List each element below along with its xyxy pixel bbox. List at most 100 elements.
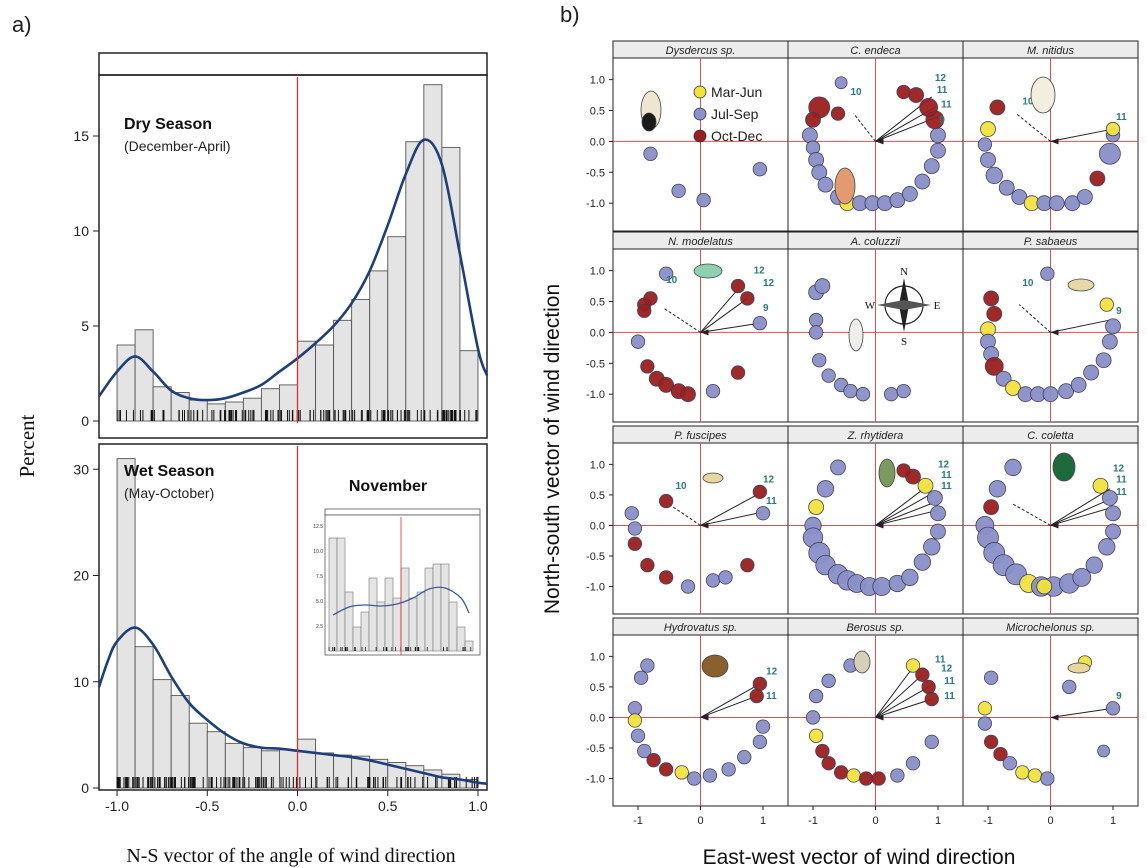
histogram-bar [206, 403, 226, 422]
compass-label: E [934, 300, 941, 312]
inset-bar [360, 611, 370, 652]
compass-label: W [865, 300, 876, 312]
data-point [640, 557, 655, 573]
data-point [921, 679, 936, 695]
data-point [984, 356, 1004, 376]
mean-vector-arrow [700, 511, 764, 526]
histogram-bar [405, 141, 425, 422]
y-axis-label: Percent [15, 414, 39, 477]
data-point [752, 676, 768, 692]
data-point [640, 658, 655, 673]
data-point [924, 734, 939, 750]
data-point [930, 523, 946, 540]
data-point [737, 749, 752, 765]
inset-bar [336, 537, 346, 652]
mean-vector-arrow [665, 501, 701, 526]
data-point [749, 688, 764, 704]
histogram-bar [387, 236, 407, 422]
data-point [901, 568, 919, 587]
legend-label: Mar-Jun [711, 84, 762, 100]
data-point [1085, 556, 1103, 574]
data-point [814, 278, 831, 294]
data-point [815, 743, 830, 759]
compass-label: N [900, 266, 908, 278]
month-label: 12 [1113, 464, 1125, 475]
month-label: 12 [941, 664, 953, 675]
data-point [811, 164, 828, 181]
month-label: 11 [1116, 475, 1127, 486]
y-tick-label: -1.0 [586, 198, 605, 210]
inset-bar [344, 591, 354, 652]
data-point [1070, 377, 1087, 393]
month-label: 12 [938, 459, 950, 470]
y-tick-label: 0.0 [590, 712, 605, 724]
data-point [671, 183, 686, 198]
data-point [705, 573, 721, 588]
data-point [658, 377, 675, 393]
data-point [1101, 333, 1118, 350]
inset-bar [424, 567, 434, 652]
month-label: 12 [935, 73, 947, 84]
y-tick-label: -1.0 [586, 774, 605, 786]
panel-b-facet-grid: Dysdercus sp. 1.0 0.5 0.0 -0.5 -1.0 C. endeca 1… [541, 40, 1139, 868]
y-tick-label: 5 [81, 318, 89, 334]
histogram-bar [134, 646, 154, 789]
inset-november: November 2.5 5.0 7.5 10.0 12.5 [313, 478, 481, 656]
x-tick-label: 0 [872, 815, 878, 827]
month-label: 10 [1022, 96, 1034, 107]
season-title: Dry Season [124, 116, 212, 133]
histogram-bar [423, 84, 443, 422]
arrow-head [875, 522, 884, 529]
data-point [755, 506, 771, 521]
data-point [924, 691, 939, 707]
data-point [1095, 352, 1112, 369]
data-point [705, 383, 721, 399]
data-point [816, 480, 835, 498]
month-label: 12 [754, 266, 766, 277]
data-point [740, 291, 755, 306]
histogram-bar [260, 750, 280, 789]
legend-swatch [693, 107, 707, 121]
data-point [627, 701, 643, 716]
x-tick-label: 0.5 [378, 798, 398, 814]
facet-title: Z. rhytidera [847, 430, 904, 442]
x-tick-label: 0 [697, 815, 703, 827]
histogram-bar [333, 319, 353, 422]
data-point [919, 98, 939, 117]
data-point [1002, 756, 1018, 771]
facet-title: Berosus sp. [846, 622, 904, 634]
insect-icon [848, 318, 864, 352]
facet-title: P. fuscipes [674, 430, 727, 442]
data-point [913, 553, 932, 571]
insect-icon [1030, 76, 1056, 114]
data-point [637, 303, 652, 318]
histogram-bar [351, 298, 371, 422]
data-point [658, 266, 674, 281]
data-point [633, 670, 649, 685]
mean-vector-arrow [700, 288, 739, 333]
data-point [1015, 765, 1030, 780]
facet-hydrovatus-sp: Hydrovatus sp. 12 11 1.0 0.5 0.0 -0.5 -1.0 -1 0 1 [586, 617, 789, 827]
data-point [817, 176, 834, 193]
mean-vector-arrow [700, 322, 760, 333]
y-tick-label: -0.5 [586, 551, 605, 563]
inset-bar [384, 577, 394, 652]
y-tick-label: 0.5 [590, 682, 605, 694]
y-tick-label: 0.0 [590, 136, 605, 148]
arrow-head [1050, 522, 1059, 529]
x-tick-label: 0.0 [288, 798, 308, 814]
y-tick-label: 1.0 [590, 459, 605, 471]
panel-a-label: a) [12, 12, 32, 37]
mean-vector-arrow [875, 509, 939, 526]
histogram-bar [297, 340, 317, 422]
data-point [977, 701, 993, 716]
data-point [930, 142, 946, 159]
x-tick-label: -1 [808, 815, 818, 827]
data-point [1089, 170, 1106, 187]
data-point [687, 771, 702, 786]
facet-microchelonus-sp: Microchelonus sp. 9 -1 0 1 [962, 617, 1139, 827]
legend-label: Oct-Dec [711, 128, 762, 144]
data-point [627, 713, 643, 728]
inset-bar [456, 626, 466, 652]
